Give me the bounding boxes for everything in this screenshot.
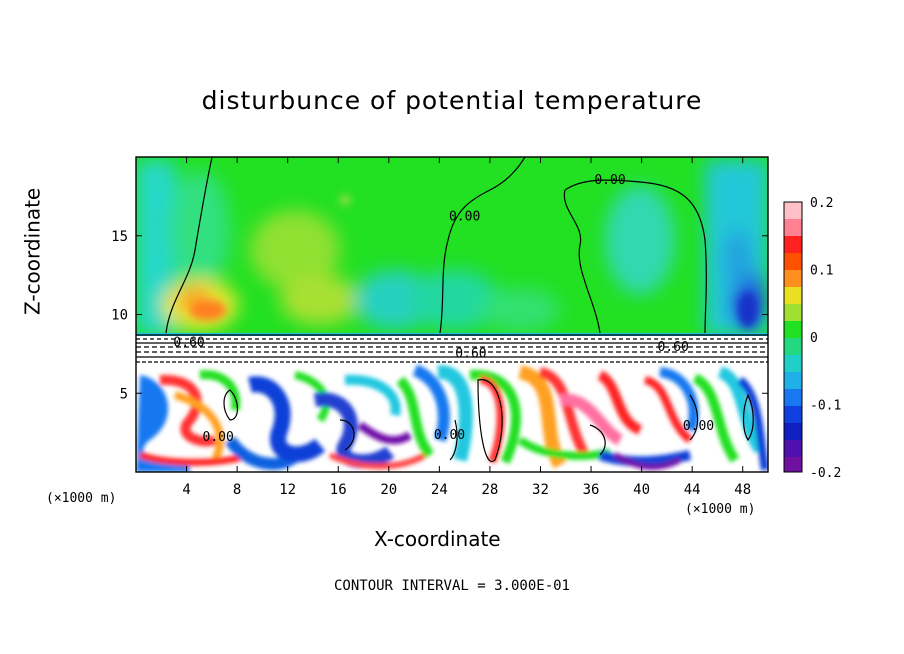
x-unit-label-left: (×1000 m) — [46, 491, 117, 506]
x-tick-label: 28 — [481, 482, 498, 498]
colorbar-tick-label: 0.1 — [810, 264, 833, 279]
contour-label: 0.60 — [658, 340, 689, 355]
contour-interval-note: CONTOUR INTERVAL = 3.000E-01 — [333, 578, 570, 594]
colorbar-tick-label: -0.1 — [810, 399, 841, 414]
x-tick-label: 24 — [431, 482, 448, 498]
x-tick-label: 12 — [279, 482, 296, 498]
x-unit-label-right: (×1000 m) — [685, 502, 756, 517]
y-axis-label: Z-coordinate — [20, 187, 45, 315]
x-tick-label: 48 — [734, 482, 751, 498]
contour-labels: 0.00 0.00 0.60 0.60 0.60 0.00 0.00 0.00 — [173, 173, 714, 445]
x-tick-label: 32 — [532, 482, 549, 498]
colorbar: 0.2 0.1 0 -0.1 -0.2 — [783, 196, 841, 481]
contour-label: 0.60 — [173, 335, 204, 350]
x-tick-label: 44 — [684, 482, 701, 498]
contour-label: 0.00 — [203, 430, 234, 445]
y-tick-label: 5 — [120, 386, 128, 402]
colorbar-tick-label: 0 — [810, 331, 818, 346]
chart-title: disturbunce of potential temperature — [201, 86, 703, 115]
contour-label: 0.60 — [455, 346, 486, 361]
x-tick-label: 16 — [330, 482, 347, 498]
contour-lines — [136, 157, 768, 463]
x-tick-label: 8 — [233, 482, 241, 498]
x-tick-label: 40 — [633, 482, 650, 498]
x-tick-label: 20 — [380, 482, 397, 498]
contour-label: 0.00 — [449, 209, 480, 224]
x-axis: 4 8 12 16 20 24 28 32 36 40 44 48 — [182, 157, 751, 498]
heatmap-field — [136, 157, 768, 472]
x-axis-label: X-coordinate — [374, 527, 501, 551]
colorbar-tick-label: -0.2 — [810, 466, 841, 481]
x-tick-label: 36 — [583, 482, 600, 498]
y-tick-label: 10 — [111, 308, 128, 324]
contour-label: 0.00 — [434, 428, 465, 443]
y-tick-label: 15 — [111, 229, 128, 245]
x-tick-label: 4 — [182, 482, 190, 498]
y-axis: 5 10 15 — [111, 229, 768, 402]
contour-label: 0.00 — [683, 419, 714, 434]
contour-label: 0.00 — [594, 173, 625, 188]
colorbar-tick-label: 0.2 — [810, 196, 833, 211]
